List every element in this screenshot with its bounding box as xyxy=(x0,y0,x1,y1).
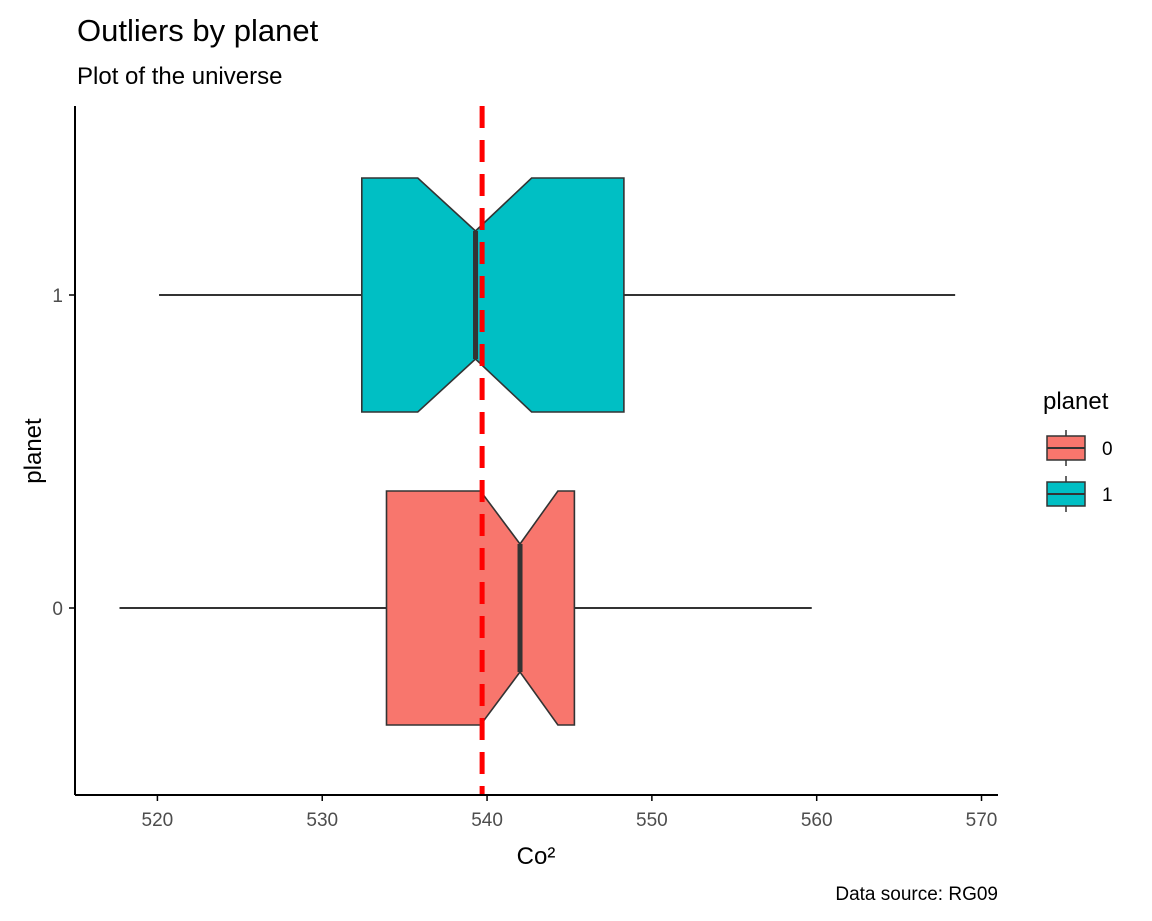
plot-area xyxy=(119,106,956,795)
y-axis-ticks: 01 xyxy=(52,286,75,620)
legend-label: 0 xyxy=(1102,439,1113,460)
box-group-0 xyxy=(385,490,576,726)
x-tick-label: 550 xyxy=(636,810,668,831)
legend-label: 1 xyxy=(1102,485,1113,506)
box-group-1 xyxy=(360,177,625,413)
x-tick-label: 540 xyxy=(471,810,503,831)
legend: planet 01 xyxy=(1043,388,1113,512)
legend-title: planet xyxy=(1043,388,1109,415)
x-tick-label: 530 xyxy=(306,810,338,831)
y-tick-label: 1 xyxy=(52,286,63,307)
chart-caption: Data source: RG09 xyxy=(835,884,998,905)
chart-subtitle: Plot of the universe xyxy=(77,63,282,90)
x-axis-ticks: 520 530 540 550 560 570 xyxy=(142,795,998,831)
x-tick-label: 520 xyxy=(142,810,174,831)
chart-title: Outliers by planet xyxy=(77,13,319,48)
legend-items: 01 xyxy=(1046,430,1113,512)
x-tick-label: 570 xyxy=(966,810,998,831)
x-tick-label: 560 xyxy=(801,810,833,831)
y-axis-title: planet xyxy=(20,418,47,484)
x-axis-title: Co² xyxy=(517,843,556,870)
y-tick-label: 0 xyxy=(52,599,63,620)
